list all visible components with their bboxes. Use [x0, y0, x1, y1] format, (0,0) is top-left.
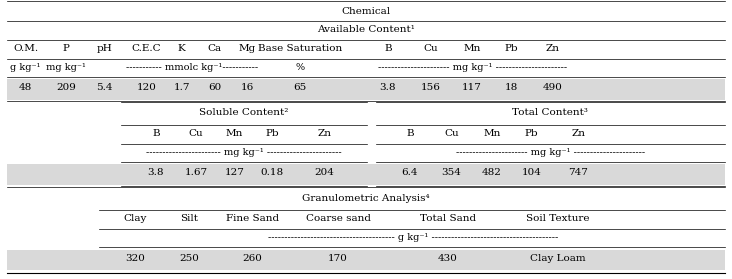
Text: 260: 260 [242, 254, 263, 263]
Text: 354: 354 [441, 168, 462, 177]
Text: Pb: Pb [266, 129, 279, 138]
Text: 65: 65 [294, 83, 307, 92]
Text: C.E.C: C.E.C [132, 44, 161, 53]
Text: Granulometric Analysis⁴: Granulometric Analysis⁴ [302, 194, 430, 203]
Text: 6.4: 6.4 [402, 168, 418, 177]
Text: 430: 430 [438, 254, 458, 263]
Text: 170: 170 [328, 254, 348, 263]
Text: Clay Loam: Clay Loam [530, 254, 586, 263]
Text: Chemical: Chemical [341, 7, 391, 16]
Text: 1.7: 1.7 [173, 83, 190, 92]
Text: 204: 204 [314, 168, 335, 177]
Text: Cu: Cu [444, 129, 459, 138]
FancyBboxPatch shape [7, 79, 725, 100]
Text: g kg⁻¹: g kg⁻¹ [10, 63, 41, 72]
Text: 18: 18 [504, 83, 518, 92]
Text: Mn: Mn [483, 129, 501, 138]
Text: Silt: Silt [180, 214, 198, 223]
Text: Available Content¹: Available Content¹ [317, 25, 415, 34]
Text: pH: pH [97, 44, 113, 53]
Text: K: K [178, 44, 185, 53]
Text: Mg: Mg [239, 44, 256, 53]
Text: ---------------------- mg kg⁻¹ ----------------------: ---------------------- mg kg⁻¹ ---------… [378, 63, 567, 72]
Text: 490: 490 [542, 83, 563, 92]
Text: Total Content³: Total Content³ [512, 109, 588, 117]
Text: 1.67: 1.67 [184, 168, 208, 177]
Text: Pb: Pb [525, 129, 538, 138]
Text: 320: 320 [125, 254, 146, 263]
Text: Pb: Pb [504, 44, 518, 53]
Text: 482: 482 [482, 168, 502, 177]
Text: Cu: Cu [189, 129, 203, 138]
Text: Mn: Mn [225, 129, 243, 138]
Text: Zn: Zn [571, 129, 586, 138]
Text: 250: 250 [179, 254, 199, 263]
Text: Fine Sand: Fine Sand [226, 214, 279, 223]
Text: 5.4: 5.4 [97, 83, 113, 92]
Text: 209: 209 [56, 83, 76, 92]
Text: 16: 16 [241, 83, 254, 92]
Text: 60: 60 [208, 83, 221, 92]
Text: Zn: Zn [545, 44, 560, 53]
Text: 127: 127 [224, 168, 244, 177]
Text: Clay: Clay [124, 214, 147, 223]
Text: Total Sand: Total Sand [420, 214, 476, 223]
Text: 3.8: 3.8 [380, 83, 396, 92]
Text: mg kg⁻¹: mg kg⁻¹ [46, 63, 86, 72]
Text: Mn: Mn [463, 44, 481, 53]
Text: Soil Texture: Soil Texture [526, 214, 589, 223]
Text: B: B [384, 44, 392, 53]
Text: ----------------------- mg kg⁻¹ -----------------------: ----------------------- mg kg⁻¹ --------… [146, 148, 342, 157]
Text: Cu: Cu [423, 44, 438, 53]
Text: 120: 120 [136, 83, 157, 92]
FancyBboxPatch shape [7, 249, 725, 270]
Text: ----------- mmolᴄ kg⁻¹-----------: ----------- mmolᴄ kg⁻¹----------- [127, 63, 258, 72]
Text: O.M.: O.M. [13, 44, 38, 53]
Text: B: B [152, 129, 160, 138]
Text: 104: 104 [521, 168, 542, 177]
Text: Coarse sand: Coarse sand [306, 214, 370, 223]
Text: Ca: Ca [207, 44, 222, 53]
Text: Soluble Content²: Soluble Content² [199, 109, 289, 117]
Text: 156: 156 [420, 83, 441, 92]
FancyBboxPatch shape [7, 164, 725, 185]
Text: %: % [296, 63, 305, 72]
Text: 0.18: 0.18 [261, 168, 284, 177]
Text: Base Saturation: Base Saturation [258, 44, 343, 53]
Text: ---------------------- mg kg⁻¹ ----------------------: ---------------------- mg kg⁻¹ ---------… [455, 148, 645, 157]
Text: Zn: Zn [317, 129, 332, 138]
Text: 3.8: 3.8 [148, 168, 164, 177]
Text: 117: 117 [462, 83, 482, 92]
Text: 747: 747 [568, 168, 589, 177]
Text: --------------------------------------- g kg⁻¹ ---------------------------------: --------------------------------------- … [269, 233, 559, 242]
Text: P: P [62, 44, 70, 53]
Text: B: B [406, 129, 414, 138]
Text: 48: 48 [19, 83, 32, 92]
